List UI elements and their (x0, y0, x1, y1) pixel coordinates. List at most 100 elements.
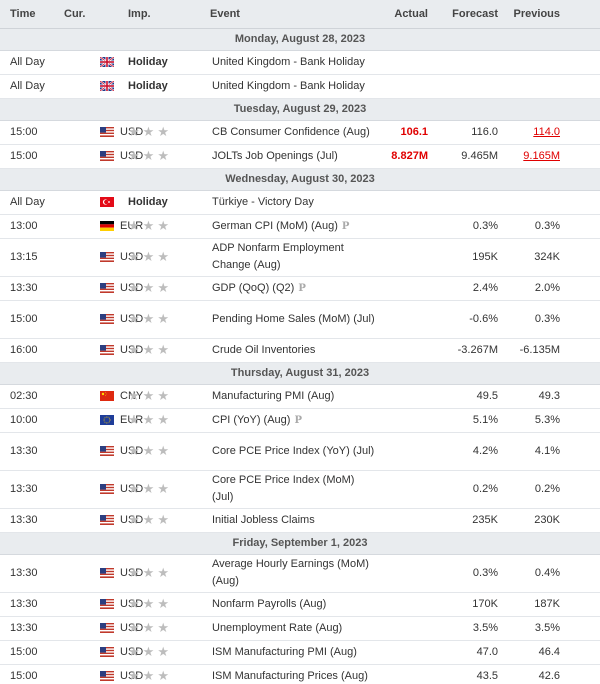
us-flag-icon (100, 151, 114, 162)
event-row[interactable]: All Day Holiday United Kingdom - Bank Holi… (0, 74, 600, 99)
event-row[interactable]: 13:30 USD ★ ★ ★ Average Hourly Earnings (MoM)… (0, 554, 600, 593)
event-importance: ★ ★ ★ (124, 408, 206, 433)
event-row[interactable]: 15:00 USD ★ ★ ★ CB Consumer Confidence (Aug) 1… (0, 120, 600, 145)
event-name-link[interactable]: Core PCE Price Index (YoY) (Jul) (212, 444, 375, 457)
event-importance: ★ ★ ★ (124, 276, 206, 301)
previous-value: 2.0% (534, 282, 560, 294)
event-name-link[interactable]: CPI (YoY) (Aug) (212, 413, 291, 426)
previous-value: 114.0 (533, 126, 560, 138)
event-importance: ★ ★ ★ (124, 432, 206, 471)
event-name-link[interactable]: Türkiye - Victory Day (212, 195, 314, 208)
event-previous: 42.6 (502, 664, 600, 684)
event-row[interactable]: 16:00 USD ★ ★ ★ Crude Oil Inventories -3.267M -… (0, 338, 600, 363)
eu-flag-icon (100, 415, 114, 426)
event-previous: 0.4% (502, 554, 600, 593)
col-header-event[interactable]: Event (206, 0, 380, 29)
event-importance: ★ ★ ★ (124, 214, 206, 239)
event-name-link[interactable]: GDP (QoQ) (Q2) (212, 281, 295, 294)
event-row[interactable]: 13:30 USD ★ ★ ★ Unemployment Rate (Aug) 3.5% 3.… (0, 616, 600, 641)
header-row: Time Cur. Imp. Event Actual Forecast Pre… (0, 0, 600, 29)
col-header-time[interactable]: Time (0, 0, 60, 29)
event-name-link[interactable]: United Kingdom - Bank Holiday (212, 79, 365, 92)
event-name-link[interactable]: ISM Manufacturing Prices (Aug) (212, 669, 368, 682)
event-forecast: 0.3% (432, 214, 502, 239)
event-previous: 49.3 (502, 384, 600, 409)
event-previous: 4.1% (502, 432, 600, 471)
previous-value: 9.165M (523, 150, 560, 162)
previous-value: 230K (534, 514, 560, 526)
importance-stars: ★ ★ ★ (128, 148, 172, 164)
gb-flag-icon (100, 81, 114, 92)
event-row[interactable]: 15:00 USD ★ ★ ★ ISM Manufacturing Prices (Aug… (0, 664, 600, 684)
event-forecast: -0.6% (432, 300, 502, 339)
event-name-link[interactable]: Core PCE Price Index (MoM) (Jul) (212, 474, 355, 503)
event-name: ISM Manufacturing PMI (Aug) (206, 640, 380, 665)
event-name-link[interactable]: Crude Oil Inventories (212, 343, 316, 356)
previous-value: 0.3% (534, 220, 560, 232)
day-header-row: Tuesday, August 29, 2023 (0, 98, 600, 121)
event-previous: -6.135M (502, 338, 600, 363)
col-header-actual[interactable]: Actual (380, 0, 432, 29)
event-actual (380, 300, 432, 339)
event-row[interactable]: 13:15 USD ★ ★ ★ ADP Nonfarm Employment Change… (0, 238, 600, 277)
previous-value: 3.5% (534, 622, 560, 634)
event-row[interactable]: 13:30 USD ★ ★ ★ Core PCE Price Index (MoM) (J… (0, 470, 600, 509)
event-name: GDP (QoQ) (Q2) P (206, 276, 380, 301)
day-header: Friday, September 1, 2023 (0, 532, 600, 555)
star-icon: ★ (142, 280, 155, 295)
star-icon: ★ (128, 596, 140, 611)
day-header-row: Thursday, August 31, 2023 (0, 362, 600, 385)
event-name: CB Consumer Confidence (Aug) (206, 120, 380, 145)
event-name-link[interactable]: Manufacturing PMI (Aug) (212, 389, 335, 402)
event-time: All Day (0, 50, 60, 75)
event-row[interactable]: 15:00 USD ★ ★ ★ ISM Manufacturing PMI (Aug) 47… (0, 640, 600, 665)
event-name-link[interactable]: Nonfarm Payrolls (Aug) (212, 597, 327, 610)
event-name-link[interactable]: United Kingdom - Bank Holiday (212, 55, 365, 68)
col-header-previous[interactable]: Previous (502, 0, 600, 29)
event-name-link[interactable]: ADP Nonfarm Employment Change (Aug) (212, 242, 344, 271)
event-name: German CPI (MoM) (Aug) P (206, 214, 380, 239)
event-name-link[interactable]: ISM Manufacturing PMI (Aug) (212, 645, 357, 658)
us-flag-icon (100, 671, 114, 682)
star-icon: ★ (157, 311, 169, 326)
event-row[interactable]: 13:00 EUR ★ ★ ★ German CPI (MoM) (Aug) P 0.3% 0.… (0, 214, 600, 239)
event-name-link[interactable]: Unemployment Rate (Aug) (212, 621, 343, 634)
event-row[interactable]: 10:00 EUR ★ ★ ★ CPI (YoY) (Aug) P 5.1% 5.3% (0, 408, 600, 433)
col-header-importance[interactable]: Imp. (124, 0, 206, 29)
event-time: 13:30 (0, 616, 60, 641)
event-currency: USD (60, 276, 143, 301)
star-icon: ★ (157, 388, 169, 403)
event-name-link[interactable]: Initial Jobless Claims (212, 513, 315, 526)
event-forecast (432, 190, 502, 215)
event-row[interactable]: 13:30 USD ★ ★ ★ Initial Jobless Claims 235K 230… (0, 508, 600, 533)
event-actual (380, 238, 432, 277)
event-row[interactable]: 13:30 USD ★ ★ ★ GDP (QoQ) (Q2) P 2.4% 2.0% (0, 276, 600, 301)
importance-stars: ★ ★ ★ (128, 512, 172, 528)
col-header-currency[interactable]: Cur. (60, 0, 124, 29)
event-name-link[interactable]: JOLTs Job Openings (Jul) (212, 149, 338, 162)
event-row[interactable]: 13:30 USD ★ ★ ★ Nonfarm Payrolls (Aug) 170K 187… (0, 592, 600, 617)
event-actual (380, 640, 432, 665)
event-row[interactable]: All Day Holiday Türkiye - Victory Day (0, 190, 600, 215)
event-importance: ★ ★ ★ (124, 554, 206, 593)
event-row[interactable]: 13:30 USD ★ ★ ★ Core PCE Price Index (YoY) (J… (0, 432, 600, 471)
event-row[interactable]: 15:00 USD ★ ★ ★ JOLTs Job Openings (Jul) 8.827… (0, 144, 600, 169)
event-name-link[interactable]: CB Consumer Confidence (Aug) (212, 125, 370, 138)
event-row[interactable]: 02:30 CNY ★ ★ ★ Manufacturing PMI (Aug) 49.5 49… (0, 384, 600, 409)
day-header: Monday, August 28, 2023 (0, 28, 600, 51)
star-icon: ★ (157, 620, 169, 635)
event-name: Average Hourly Earnings (MoM) (Aug) (206, 554, 380, 593)
event-name-link[interactable]: Pending Home Sales (MoM) (Jul) (212, 312, 375, 325)
event-name-link[interactable]: Average Hourly Earnings (MoM) (Aug) (212, 558, 369, 587)
event-currency: USD (60, 470, 143, 509)
col-header-forecast[interactable]: Forecast (432, 0, 502, 29)
importance-stars: ★ ★ ★ (128, 565, 172, 581)
star-icon: ★ (142, 412, 155, 427)
previous-value: 324K (534, 251, 560, 263)
event-currency: USD (60, 664, 143, 684)
event-importance: ★ ★ ★ (124, 300, 206, 339)
event-name-link[interactable]: German CPI (MoM) (Aug) (212, 219, 338, 232)
previous-value: 0.4% (534, 567, 560, 579)
event-row[interactable]: All Day Holiday United Kingdom - Bank Holi… (0, 50, 600, 75)
event-row[interactable]: 15:00 USD ★ ★ ★ Pending Home Sales (MoM) (Jul… (0, 300, 600, 339)
